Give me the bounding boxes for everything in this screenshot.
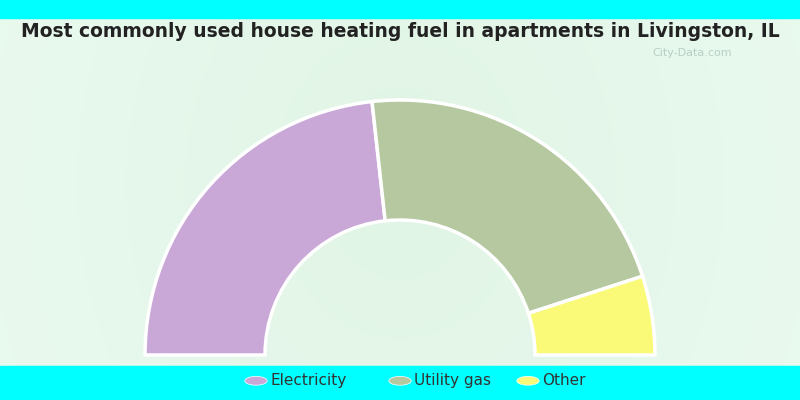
Ellipse shape <box>389 376 411 385</box>
Wedge shape <box>145 102 385 355</box>
Text: Electricity: Electricity <box>270 373 346 388</box>
Text: Other: Other <box>542 373 586 388</box>
Text: City-Data.com: City-Data.com <box>652 48 732 58</box>
Bar <box>0 0 800 18</box>
Text: Most commonly used house heating fuel in apartments in Livingston, IL: Most commonly used house heating fuel in… <box>21 22 779 41</box>
Text: Utility gas: Utility gas <box>414 373 491 388</box>
Wedge shape <box>372 100 642 313</box>
Bar <box>0 366 800 400</box>
Ellipse shape <box>517 376 539 385</box>
Wedge shape <box>528 276 655 355</box>
Ellipse shape <box>245 376 267 385</box>
